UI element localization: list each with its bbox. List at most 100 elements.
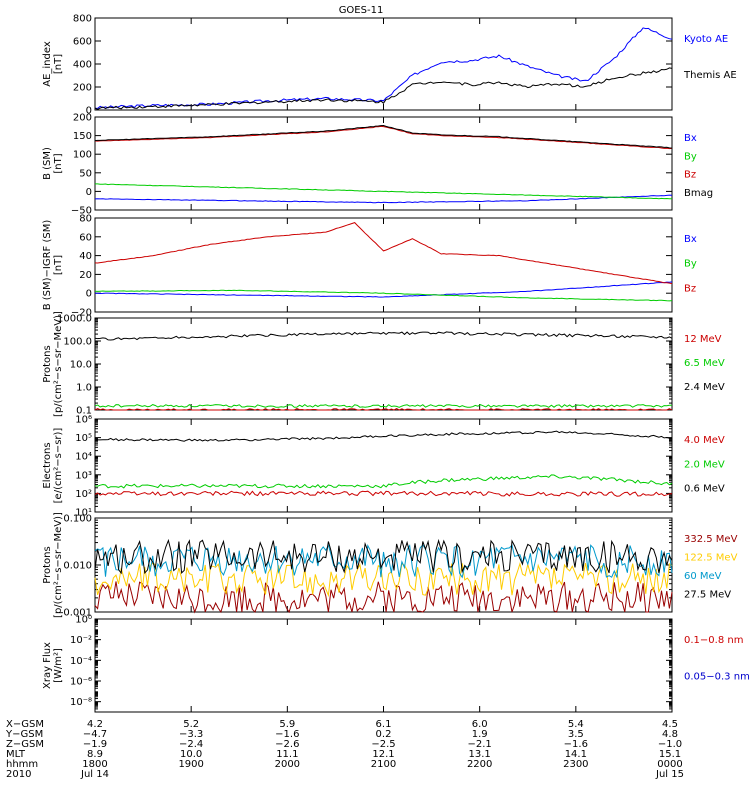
y-tick-label: 1000.0: [57, 314, 92, 325]
x-axis-cell: −3.3: [179, 729, 203, 740]
y-tick-label: 1.0: [76, 383, 92, 394]
legend-entry: 0.1−0.8 nm: [684, 635, 743, 646]
y-axis-label: [p/(cm²−s−sr−MeV)]: [53, 512, 64, 618]
x-axis-cell: 4.8: [662, 729, 678, 740]
legend-entry: 122.5 MeV: [684, 553, 738, 564]
y-axis-label: Protons: [42, 345, 53, 382]
x-axis-row-label: MLT: [6, 749, 26, 760]
x-axis-cell: 1800: [82, 759, 107, 770]
y-tick-label: 150: [73, 131, 92, 142]
x-axis-cell: −1.9: [83, 739, 107, 750]
panel-2: −50 0 50 100 150 200 B (SM) [nT] Bx By Bz Bmag: [42, 113, 713, 217]
legend-entry: By: [684, 151, 697, 162]
x-axis-cell: Jul 14: [80, 769, 109, 780]
x-axis-cell: −2.1: [468, 739, 492, 750]
legend-entry: 4.0 MeV: [684, 435, 725, 446]
legend-entry: Kyoto AE: [684, 34, 728, 45]
legend-entry: Bz: [684, 283, 696, 294]
x-axis-cell: 14.1: [565, 749, 587, 760]
y-tick-label: −50: [71, 206, 92, 217]
x-axis-cell: 0000: [657, 759, 682, 770]
series-line: [94, 538, 673, 575]
y-axis-label: Xray Flux: [42, 642, 53, 689]
series-line: [95, 183, 672, 200]
y-tick-label: 10²: [75, 489, 92, 500]
y-tick-label: 10⁵: [75, 433, 92, 444]
series-line: [94, 27, 673, 109]
y-tick-label: 0: [86, 289, 92, 300]
x-axis-cell: 11.1: [276, 749, 298, 760]
x-axis-cell: 12.1: [372, 749, 394, 760]
legend-entry: 2.0 MeV: [684, 459, 725, 470]
panel-frame: [94, 217, 673, 313]
y-tick-label: 60: [79, 232, 92, 243]
y-axis-label: [W/m²]: [53, 648, 64, 683]
series-line: [94, 430, 673, 442]
x-axis-cell: 0.2: [376, 729, 392, 740]
y-tick-label: 0: [86, 106, 92, 117]
x-axis-cell: −1.0: [658, 739, 682, 750]
x-axis-cell: 3.5: [568, 729, 584, 740]
y-tick-label: 10⁻⁶: [70, 677, 92, 688]
panel-5: 10¹ 10² 10³ 10⁴ 10⁵ 10⁶ Electrons [e/(cm²−s−sr)…: [42, 415, 725, 519]
legend-entry: Bx: [684, 234, 697, 245]
x-axis-cell: 2200: [467, 759, 492, 770]
y-axis-label: Protons: [42, 546, 53, 583]
y-tick-label: 200: [73, 113, 92, 124]
y-tick-label: 0.1: [76, 406, 92, 417]
x-axis-cell: 8.9: [87, 749, 103, 760]
legend-entry: 2.4 MeV: [684, 382, 725, 393]
legend-entry: Bz: [684, 170, 696, 181]
panel-4: 0.1 1.0 10.0 100.0 1000.0 Protons [p/(cm²−s−sr…: [42, 311, 725, 417]
x-axis-cell: −4.7: [83, 729, 107, 740]
y-axis-label: B (SM)−IGRF (SM): [42, 220, 53, 311]
series-line: [94, 561, 673, 598]
x-axis-cell: 6.0: [472, 719, 488, 730]
x-axis-cell: −2.5: [371, 739, 395, 750]
x-axis-cell: 5.4: [568, 719, 584, 730]
panel-frame: [94, 317, 673, 411]
y-tick-label: 0: [86, 187, 92, 198]
y-tick-label: 10.0: [70, 360, 92, 371]
x-axis-cell: 2100: [371, 759, 396, 770]
x-axis-cell: 2000: [275, 759, 300, 770]
series-line: [94, 331, 673, 341]
y-tick-label: 10⁻⁴: [70, 656, 92, 667]
series-line: [94, 581, 673, 614]
y-tick-label: 100: [73, 150, 92, 161]
y-tick-label: 10⁻²: [70, 635, 92, 646]
y-tick-label: 0.001: [63, 608, 92, 619]
x-axis-cell: 15.1: [659, 749, 681, 760]
x-axis-cell: 1.9: [472, 729, 488, 740]
y-tick-label: 50: [79, 168, 92, 179]
panel-frame: [94, 618, 673, 713]
y-tick-label: 10⁻⁸: [70, 697, 92, 708]
x-axis-cell: 1900: [178, 759, 203, 770]
y-axis-label: B (SM): [42, 147, 53, 180]
series-line: [95, 281, 673, 298]
y-tick-label: 400: [73, 60, 92, 71]
x-axis-row-label: X−GSM: [6, 719, 44, 730]
y-tick-label: 10⁶: [75, 415, 92, 426]
x-axis-cell: 5.2: [183, 719, 199, 730]
y-tick-label: 600: [73, 37, 92, 48]
legend-entry: 60 MeV: [684, 571, 722, 582]
series-line: [94, 490, 673, 497]
y-axis-label: [nT]: [53, 54, 64, 74]
x-axis-row-label: Z−GSM: [6, 739, 44, 750]
y-tick-label: 200: [73, 83, 92, 94]
y-axis-label: [p/(cm²−s−sr−MeV)]: [53, 311, 64, 417]
x-axis-cell: 4.2: [87, 719, 103, 730]
legend-entry: 0.6 MeV: [684, 484, 725, 495]
series-line: [94, 125, 673, 150]
y-tick-label: 10³: [75, 470, 92, 481]
y-tick-label: −20: [71, 308, 92, 319]
legend-entry: 6.5 MeV: [684, 358, 725, 369]
legend-entry: Bmag: [684, 188, 713, 199]
x-axis-cell: −2.4: [179, 739, 203, 750]
legend-entry: 0.05−0.3 nm: [684, 672, 750, 683]
series-line: [94, 222, 673, 285]
chart-title: GOES-11: [339, 5, 384, 16]
